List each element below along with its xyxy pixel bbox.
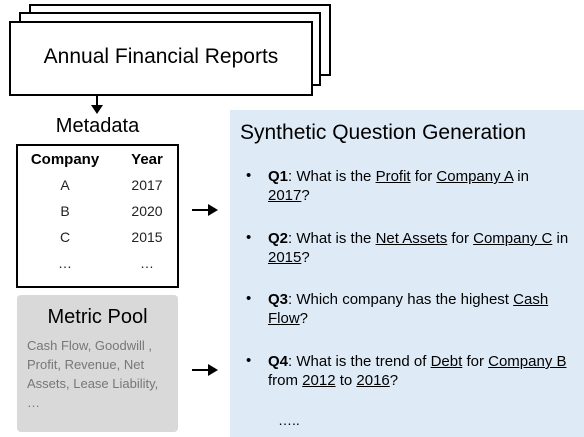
bullet: • <box>246 229 252 246</box>
text: ? <box>301 187 310 204</box>
text: : Which company has the highest <box>288 291 514 308</box>
table-cell: 2017 <box>131 177 163 193</box>
table-cell: … <box>58 255 72 271</box>
entity: Company B <box>488 353 567 370</box>
question-id: Q4 <box>268 353 289 370</box>
text: from <box>268 372 303 389</box>
table-cell: B <box>60 203 70 219</box>
arrow-head <box>91 105 103 114</box>
entity: Cash Flow <box>268 291 549 327</box>
arrow-head <box>208 364 218 376</box>
text: in <box>552 230 569 247</box>
table-cell: 2015 <box>131 229 163 245</box>
table-cell: 2020 <box>131 203 163 219</box>
bullet: • <box>246 352 252 369</box>
arrow-head <box>208 204 218 216</box>
text: for <box>410 168 437 185</box>
entity: Net Assets <box>375 230 448 247</box>
entity: Debt <box>430 353 463 370</box>
entity: 2016 <box>356 372 390 389</box>
reports-title: Annual Financial Reports <box>43 45 279 68</box>
question-id: Q3 <box>268 291 289 308</box>
text: ? <box>299 310 309 327</box>
table-cell: A <box>60 177 70 193</box>
table-cell: C <box>59 229 71 245</box>
question-id: Q1 <box>268 168 289 185</box>
text: ? <box>301 249 310 266</box>
metric-pool-box <box>17 295 178 432</box>
question: Q3: Which company has the highest Cash F… <box>268 290 573 328</box>
text: in <box>513 168 529 185</box>
question: Q2: What is the Net Assets for Company C… <box>268 229 573 267</box>
entity: 2012 <box>302 372 336 389</box>
table-cell: … <box>140 255 154 271</box>
question-box <box>230 110 584 437</box>
entity: Profit <box>375 168 411 185</box>
text: for <box>447 230 474 247</box>
column-header: Company <box>30 151 100 168</box>
question: Q1: What is the Profit for Company A in … <box>268 167 573 205</box>
entity: 2015 <box>268 249 302 266</box>
doc-front <box>9 21 313 96</box>
bullet: • <box>246 167 252 184</box>
text: to <box>335 372 357 389</box>
bullet: • <box>246 290 252 307</box>
text: for <box>462 353 489 370</box>
entity: 2017 <box>268 187 302 204</box>
metric-pool-text: Cash Flow, Goodwill , Profit, Revenue, N… <box>27 338 159 410</box>
question: Q4: What is the trend of Debt for Compan… <box>268 352 573 390</box>
text: : What is the <box>288 168 376 185</box>
metric-pool-title: Metric Pool <box>47 306 148 328</box>
entity: Company A <box>436 168 514 185</box>
column-header: Year <box>131 151 163 168</box>
metadata-title: Metadata <box>55 115 140 137</box>
metadata-table <box>16 144 179 288</box>
more: ….. <box>278 412 300 428</box>
question-id: Q2 <box>268 230 289 247</box>
entity: Company C <box>473 230 553 247</box>
text: ? <box>389 372 399 389</box>
questions-title: Synthetic Question Generation <box>240 121 527 144</box>
text: : What is the trend of <box>288 353 431 370</box>
text: : What is the <box>288 230 376 247</box>
